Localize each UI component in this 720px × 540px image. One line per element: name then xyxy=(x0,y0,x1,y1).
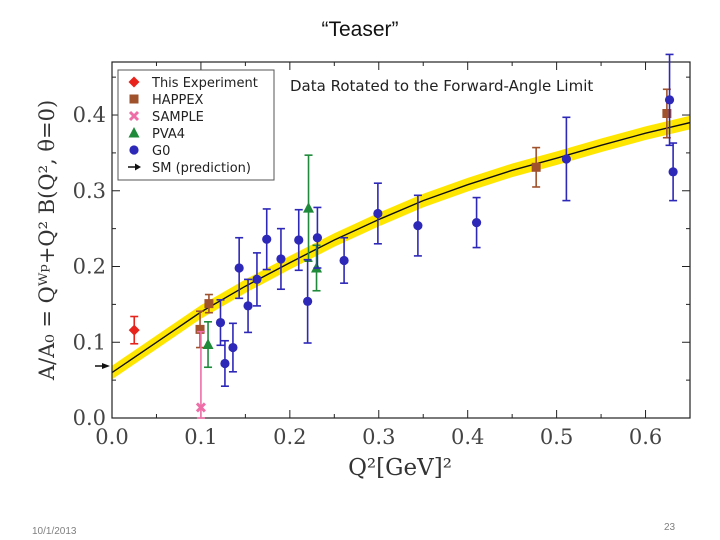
y-tick-label: 0.4 xyxy=(73,103,106,127)
data-point-g0 xyxy=(262,208,272,271)
legend-this-experiment-icon xyxy=(128,76,140,88)
triangle-marker xyxy=(202,338,214,350)
legend-sample-icon xyxy=(128,110,140,122)
x-tick-label: 0.3 xyxy=(362,425,395,449)
circle-marker xyxy=(664,95,675,105)
slide-title: “Teaser” xyxy=(321,18,399,41)
axis-ticks: 0.0 0.1 0.2 0.3 0.4 0.5 0.6 0.0 0.1 0.2 0.3 0.4 xyxy=(73,62,691,449)
circle-marker xyxy=(312,233,323,243)
x-tick-label: 0.5 xyxy=(540,425,573,449)
x-tick-label: 0.6 xyxy=(629,425,662,449)
cross-marker xyxy=(195,402,206,413)
y-axis-label: A/A₀ = Qᵂᵖ+Q² B(Q², θ=0) xyxy=(35,100,59,381)
data-point-g0 xyxy=(220,339,230,387)
circle-marker xyxy=(276,254,286,264)
circle-marker xyxy=(262,234,272,244)
data-point-pva4 xyxy=(303,154,315,263)
y-tick-label: 0.1 xyxy=(73,330,106,354)
circle-marker xyxy=(234,263,244,273)
plot-frame xyxy=(111,61,691,419)
circle-marker xyxy=(373,208,383,219)
y-tick-label: 0.3 xyxy=(73,179,106,203)
data-point-happex xyxy=(204,293,214,314)
square-marker xyxy=(662,109,672,119)
legend-g0-icon xyxy=(129,145,139,155)
data-point-g0 xyxy=(276,227,286,291)
legend-label-pva4: PVA4 xyxy=(152,127,185,142)
data-point-happex xyxy=(531,146,541,188)
legend-pva4-icon xyxy=(128,127,140,138)
legend-label-g0: G0 xyxy=(152,144,170,159)
square-marker xyxy=(195,324,205,334)
data-point-this-experiment xyxy=(128,315,140,345)
data-point-g0 xyxy=(228,322,238,373)
data-point-g0 xyxy=(664,53,675,147)
data-point-g0 xyxy=(243,278,253,334)
circle-marker xyxy=(303,296,313,306)
circle-marker xyxy=(220,358,230,369)
legend-box xyxy=(117,69,275,181)
plot-border xyxy=(111,61,691,419)
legend-label-sm-prediction-: SM (prediction) xyxy=(152,161,251,176)
circle-marker xyxy=(339,255,349,266)
legend-sm-prediction--icon xyxy=(128,163,141,171)
circle-marker xyxy=(252,274,262,284)
x-tick-label: 0.2 xyxy=(273,425,306,449)
legend-label-happex: HAPPEX xyxy=(152,93,204,108)
circle-marker xyxy=(228,342,238,353)
x-tick-label: 0.1 xyxy=(184,425,217,449)
data-point-sample xyxy=(195,330,206,419)
circle-marker xyxy=(243,301,253,311)
circle-marker xyxy=(471,217,482,228)
x-tick-label: 0.0 xyxy=(95,425,128,449)
y-tick-label: 0.2 xyxy=(73,255,106,279)
legend-label-sample: SAMPLE xyxy=(152,110,204,125)
triangle-marker xyxy=(303,202,315,213)
chart-annotation: Data Rotated to the Forward-Angle Limit xyxy=(290,77,593,95)
circle-marker xyxy=(668,167,678,177)
data-point-g0 xyxy=(373,182,383,245)
sm-prediction-arrow-icon xyxy=(102,363,110,369)
data-point-g0 xyxy=(252,252,262,307)
square-marker xyxy=(204,299,214,309)
legend: This Experiment HAPPEX SAMPLE PVA4 G0 SM (pre… xyxy=(117,69,275,181)
data-point-g0 xyxy=(339,236,349,284)
data-point-happex xyxy=(195,310,205,349)
data-point-g0 xyxy=(561,116,571,202)
diamond-marker xyxy=(128,324,140,336)
y-tick-label: 0.0 xyxy=(73,406,106,430)
circle-marker xyxy=(561,154,571,164)
legend-happex-icon xyxy=(129,94,139,104)
data-point-pva4 xyxy=(202,321,214,369)
uncertainty-band xyxy=(112,115,690,380)
uncertainty-band-layer xyxy=(112,115,690,380)
square-marker xyxy=(531,162,541,172)
x-tick-label: 0.4 xyxy=(451,425,484,449)
data-point-g0 xyxy=(312,206,323,269)
data-point-g0 xyxy=(215,299,226,347)
data-points-layer xyxy=(128,53,678,419)
footer-date: 10/1/2013 xyxy=(32,526,77,537)
data-point-g0 xyxy=(471,196,482,249)
circle-marker xyxy=(215,317,226,328)
slide-number: 23 xyxy=(664,522,676,533)
data-point-g0 xyxy=(234,236,244,300)
data-point-g0 xyxy=(413,194,423,257)
legend-label-this-experiment: This Experiment xyxy=(151,76,258,91)
data-point-g0 xyxy=(303,258,313,344)
data-point-g0 xyxy=(294,208,304,272)
circle-marker xyxy=(413,221,423,231)
data-point-g0 xyxy=(668,142,678,202)
x-axis-label: Q²[GeV]² xyxy=(348,455,452,481)
circle-marker xyxy=(294,235,304,245)
